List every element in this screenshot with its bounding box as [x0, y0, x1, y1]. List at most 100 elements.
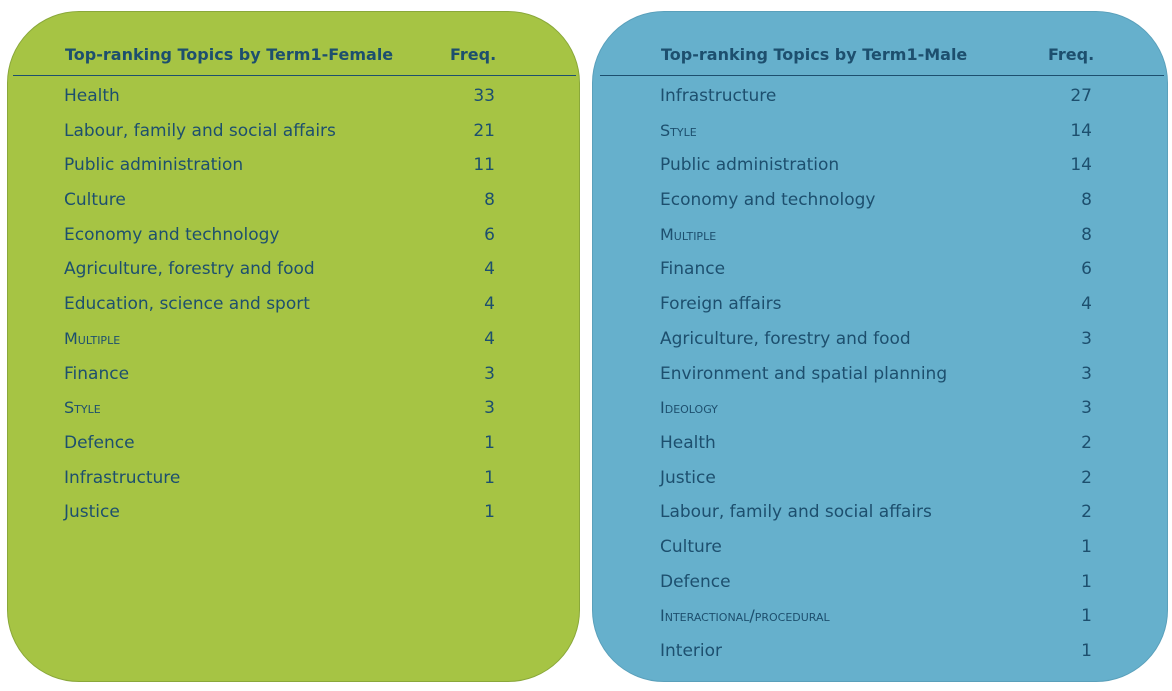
table-row: Culture 8 [8, 188, 579, 223]
female-topic-list: Health 33 Labour, family and social affair… [8, 84, 579, 535]
table-row: Multiple 8 [593, 223, 1167, 258]
topic-label: Economy and technology [660, 190, 876, 211]
table-row: Style 3 [8, 396, 579, 431]
male-table-title: Top-ranking Topics by Term1-Male [661, 45, 968, 64]
topic-label: Agriculture, forestry and food [660, 328, 911, 349]
table-row: Health 33 [8, 84, 579, 119]
frequency-value: 11 [473, 155, 495, 176]
frequency-value: 4 [1081, 294, 1092, 315]
frequency-value: 3 [1081, 363, 1092, 384]
topic-label: Ideology [660, 398, 718, 418]
table-row: Foreign affairs 4 [593, 292, 1167, 327]
topic-label: Multiple [64, 328, 121, 348]
male-topic-list: Infrastructure 27 Style 14 Public administra… [593, 84, 1167, 674]
table-row: Economy and technology 6 [8, 223, 579, 258]
frequency-value: 33 [473, 86, 495, 106]
frequency-value: 8 [1081, 224, 1092, 245]
frequency-value: 4 [484, 294, 495, 315]
topic-label: Style [64, 398, 101, 418]
topic-label: Multiple [660, 224, 717, 244]
frequency-value: 1 [1081, 571, 1092, 592]
table-row: Agriculture, forestry and food 4 [8, 257, 579, 292]
table-row: Interactional/procedural 1 [593, 604, 1167, 639]
topic-label: Interior [660, 641, 723, 661]
table-row: Economy and technology 8 [593, 188, 1167, 223]
topic-label: Education, science and sport [64, 294, 310, 315]
frequency-value: 14 [1070, 120, 1092, 141]
topic-label: Public administration [64, 155, 244, 176]
topic-label: Health [660, 432, 716, 453]
table-row: Justice 2 [593, 466, 1167, 501]
table-row: Multiple 4 [8, 327, 579, 362]
topic-label: Culture [660, 536, 722, 557]
frequency-value: 3 [484, 398, 495, 419]
topic-label: Health [64, 86, 120, 106]
table-row: Labour, family and social affairs 2 [593, 500, 1167, 535]
topic-label: Economy and technology [64, 224, 280, 245]
topic-label: Agriculture, forestry and food [64, 259, 315, 280]
topic-label: Finance [660, 259, 726, 280]
topic-label: Infrastructure [660, 86, 777, 106]
table-row: Style 14 [593, 119, 1167, 154]
table-row: Agriculture, forestry and food 3 [593, 327, 1167, 362]
table-row: Justice 1 [8, 500, 579, 535]
table-row: Environment and spatial planning 3 [593, 362, 1167, 397]
male-topics-panel: Top-ranking Topics by Term1-Male Freq. I… [592, 11, 1168, 682]
table-row: Infrastructure 27 [593, 84, 1167, 119]
frequency-value: 1 [484, 502, 495, 523]
table-row: Defence 1 [593, 570, 1167, 605]
frequency-value: 1 [484, 432, 495, 453]
frequency-value: 3 [484, 363, 495, 384]
frequency-value: 8 [484, 190, 495, 211]
table-row: Infrastructure 1 [8, 466, 579, 501]
frequency-value: 1 [1081, 606, 1092, 627]
table-row: Finance 6 [593, 257, 1167, 292]
table-row: Interior 1 [593, 639, 1167, 674]
female-freq-header: Freq. [450, 45, 497, 64]
frequency-value: 27 [1070, 86, 1092, 106]
topic-label: Justice [660, 467, 716, 488]
table-row: Ideology 3 [593, 396, 1167, 431]
table-row: Culture 1 [593, 535, 1167, 570]
frequency-value: 21 [473, 120, 495, 141]
frequency-value: 3 [1081, 328, 1092, 349]
topic-label: Foreign affairs [660, 294, 782, 315]
frequency-value: 1 [484, 467, 495, 488]
frequency-value: 2 [1081, 502, 1092, 523]
topic-label: Infrastructure [64, 467, 181, 488]
table-row: Education, science and sport 4 [8, 292, 579, 327]
frequency-value: 1 [1081, 536, 1092, 557]
table-row: Labour, family and social affairs 21 [8, 119, 579, 154]
frequency-value: 6 [1081, 259, 1092, 280]
female-table-title: Top-ranking Topics by Term1-Female [65, 45, 394, 64]
female-topics-panel: Top-ranking Topics by Term1-Female Freq.… [7, 11, 580, 682]
female-table-header: Top-ranking Topics by Term1-Female Freq. [13, 45, 576, 76]
table-row: Defence 1 [8, 431, 579, 466]
frequency-value: 2 [1081, 467, 1092, 488]
frequency-value: 14 [1070, 155, 1092, 176]
table-row: Finance 3 [8, 362, 579, 397]
topic-label: Labour, family and social affairs [64, 120, 336, 141]
frequency-value: 4 [484, 259, 495, 280]
topic-label: Defence [660, 571, 731, 592]
topic-label: Style [660, 120, 697, 140]
topic-label: Public administration [660, 155, 840, 176]
topic-label: Culture [64, 190, 126, 211]
male-freq-header: Freq. [1048, 45, 1095, 64]
topic-label: Justice [64, 502, 120, 523]
topic-label: Finance [64, 363, 130, 384]
frequency-value: 3 [1081, 398, 1092, 419]
topic-label: Defence [64, 432, 135, 453]
male-table-header: Top-ranking Topics by Term1-Male Freq. [600, 45, 1164, 76]
frequency-value: 4 [484, 328, 495, 349]
topic-label: Interactional/procedural [660, 606, 830, 626]
frequency-value: 6 [484, 224, 495, 245]
table-row: Public administration 14 [593, 153, 1167, 188]
topic-label: Labour, family and social affairs [660, 502, 932, 523]
table-row: Public administration 11 [8, 153, 579, 188]
topic-label: Environment and spatial planning [660, 363, 948, 384]
frequency-value: 2 [1081, 432, 1092, 453]
frequency-value: 8 [1081, 190, 1092, 211]
frequency-value: 1 [1081, 641, 1092, 661]
table-row: Health 2 [593, 431, 1167, 466]
